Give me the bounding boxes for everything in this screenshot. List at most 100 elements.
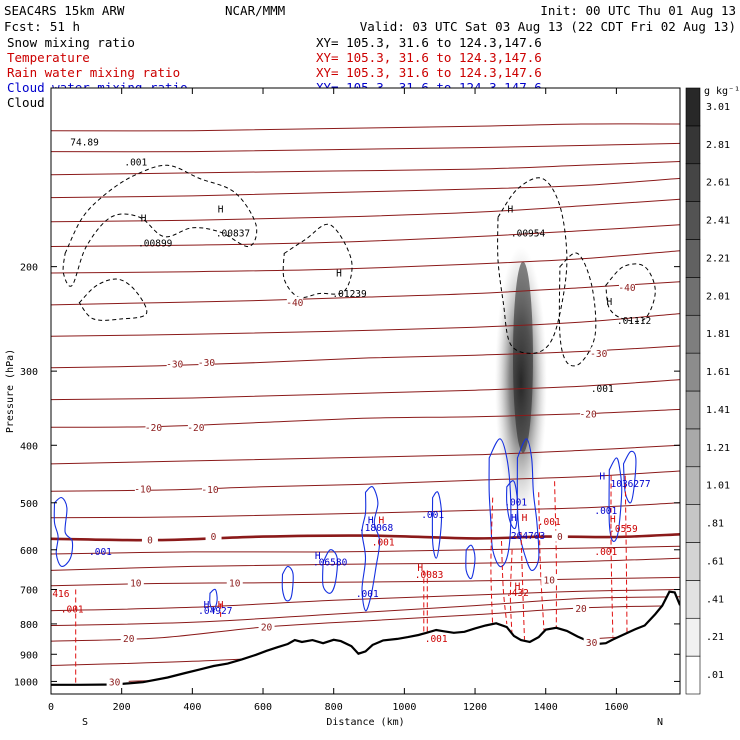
colorbar-bin xyxy=(685,655,701,695)
temperature-label: 10 xyxy=(130,579,142,590)
snow-shading-core xyxy=(512,261,533,453)
colorbar-bin xyxy=(685,277,701,316)
rain-water-contour xyxy=(490,497,494,628)
high-marker: H xyxy=(610,515,616,526)
temperature-label-bg xyxy=(573,602,590,614)
high-marker: H xyxy=(218,600,224,611)
temperature-label-bg xyxy=(145,421,162,433)
rain-water-contour xyxy=(538,492,545,631)
temperature-label: -30 xyxy=(198,358,215,369)
cloud-ice-contour xyxy=(605,263,656,322)
high-marker: H xyxy=(522,513,528,524)
x-tick-label: 200 xyxy=(113,702,131,713)
cloud-ice-contour xyxy=(62,164,258,287)
y-tick-label: 200 xyxy=(20,263,38,274)
contour-value-label: .001 xyxy=(124,157,147,168)
colorbar-tick-label: .21 xyxy=(706,632,724,643)
temperature-label-bg xyxy=(618,281,635,293)
high-marker: H xyxy=(315,551,321,562)
temperature-label: -10 xyxy=(201,485,218,496)
high-marker: H xyxy=(218,204,224,215)
contour-value-label: .001 xyxy=(504,497,527,508)
temperature-label-bg xyxy=(202,483,219,495)
temperature-label: -40 xyxy=(618,283,635,294)
temperature-label: 20 xyxy=(261,623,273,634)
temperature-label: 30 xyxy=(586,638,598,649)
temperature-contour-line xyxy=(51,589,680,612)
contour-value-label: .432 xyxy=(506,588,529,599)
colorbar-tick-label: 2.61 xyxy=(706,178,730,189)
cloud-water-contour xyxy=(209,588,218,612)
high-marker: H xyxy=(515,582,521,593)
north-end-label: N xyxy=(657,717,663,728)
colorbar-tick-label: 3.01 xyxy=(706,102,730,113)
temperature-label: 10 xyxy=(229,579,241,590)
contour-value-label: 264703 xyxy=(511,531,545,542)
plot-area xyxy=(50,87,681,695)
temperature-contour-line xyxy=(51,379,680,401)
contour-value-label: .06580 xyxy=(313,558,348,569)
terrain-line xyxy=(51,590,680,686)
fcst-value: 51 h xyxy=(50,19,80,34)
y-tick-label: 400 xyxy=(20,441,38,452)
contour-value-label: .001 xyxy=(421,510,444,521)
x-tick-label: 1600 xyxy=(604,702,628,713)
high-marker: H xyxy=(606,297,612,308)
colorbar-tick-label: 1.81 xyxy=(706,329,730,340)
colorbar-tick-label: 1.21 xyxy=(706,443,730,454)
high-marker: H xyxy=(511,513,517,524)
temperature-contour-line xyxy=(51,198,680,223)
temperature-label-bg xyxy=(187,421,204,433)
colorbar-bin xyxy=(685,428,701,468)
x-axis-label: Distance (km) xyxy=(326,717,404,728)
temperature-label: 30 xyxy=(109,678,121,689)
contour-value-label: .001 xyxy=(372,537,395,548)
contour-value-label: .00954 xyxy=(511,229,546,240)
colorbar-bin xyxy=(685,125,701,165)
temperature-label-bg xyxy=(541,574,558,586)
temperature-label-bg xyxy=(106,676,123,688)
colorbar-bin xyxy=(685,87,701,127)
center-name: NCAR/MMM xyxy=(225,3,285,18)
temperature-label-bg xyxy=(198,356,215,368)
legend-field-name: Temperature xyxy=(7,50,90,65)
colorbar-bin xyxy=(685,542,701,581)
temperature-contour-10 xyxy=(51,576,680,587)
high-marker: H xyxy=(336,269,342,280)
temperature-label-bg xyxy=(258,621,275,633)
high-marker: H xyxy=(141,214,147,225)
temperature-label-bg xyxy=(205,530,222,542)
contour-value-label: .001 xyxy=(591,384,614,395)
colorbar-bin xyxy=(685,504,701,543)
colorbar-tick-label: 2.01 xyxy=(706,291,730,302)
colorbar-tick-label: 2.21 xyxy=(706,253,730,264)
temperature-contour-line xyxy=(51,444,680,465)
contour-value-label: .001 xyxy=(356,589,379,600)
cloud-ice-contour xyxy=(558,252,597,367)
plot-frame xyxy=(50,87,681,695)
x-tick-label: 1000 xyxy=(392,702,416,713)
high-marker: H xyxy=(379,516,385,527)
cloud-water-contour xyxy=(322,549,339,594)
temperature-label-bg xyxy=(166,358,183,370)
temperature-label: -30 xyxy=(590,349,607,360)
cloud-water-contour xyxy=(465,544,476,580)
cloud-water-contour xyxy=(281,565,294,602)
cloud-water-contour xyxy=(361,485,381,612)
colorbar-tick-label: 2.81 xyxy=(706,140,730,151)
high-marker: H xyxy=(417,563,423,574)
x-tick-label: 1200 xyxy=(463,702,487,713)
model-title: SEAC4RS 15km ARW xyxy=(4,3,125,18)
legend-field-name: Snow mixing ratio xyxy=(7,35,135,50)
temperature-contour-line xyxy=(51,161,680,176)
colorbar: .01 .21 .41 .61 .81 1.01 1.21 1.41 1.61 1.81 2.01 2… xyxy=(685,86,740,695)
colorbar-bin xyxy=(685,352,701,392)
colorbar-bin xyxy=(685,314,701,354)
y-axis-label: Pressure (hPa) xyxy=(5,349,16,433)
temperature-contour-line xyxy=(51,142,680,153)
x-tick-label: 0 xyxy=(48,702,54,713)
y-tick-label: 500 xyxy=(20,499,38,510)
contour-value-label: .01112 xyxy=(617,316,651,327)
contour-value-label: .001 xyxy=(89,547,112,558)
cloud-water-contour xyxy=(431,491,443,559)
